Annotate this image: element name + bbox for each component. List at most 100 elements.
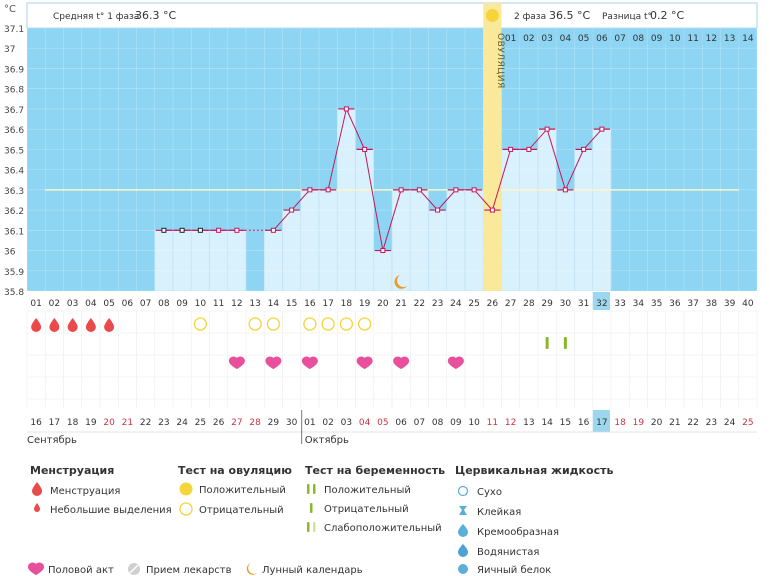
ovulation-test-negative <box>248 317 262 331</box>
phase1-label: Средняя t° 1 фаза <box>53 12 139 22</box>
cycle-day-label: 16 <box>304 299 316 309</box>
y-tick-label: 36.4 <box>4 167 24 177</box>
temp-bar <box>190 230 210 292</box>
ovulation-test-negative <box>321 317 335 331</box>
cycle-day-label: 06 <box>122 299 134 309</box>
temp-point <box>562 187 568 193</box>
dry-icon <box>457 485 469 497</box>
phase2-day-label: 12 <box>706 34 717 44</box>
legend-lunar: Лунный календарь <box>262 565 363 576</box>
cycle-day-label: 21 <box>395 299 406 309</box>
date-label: 01 <box>304 418 315 428</box>
date-label: 27 <box>231 418 242 428</box>
y-tick-label: 36.7 <box>4 106 24 116</box>
positive-test-icon <box>179 482 193 496</box>
date-label: 16 <box>30 418 42 428</box>
y-tick-label: 36.9 <box>4 65 24 75</box>
menstruation-drop <box>31 318 42 332</box>
menstruation-drop <box>49 318 60 332</box>
pregnancy-test-positive <box>563 337 567 349</box>
date-label: 19 <box>633 418 645 428</box>
header-bar <box>26 2 758 29</box>
month-label: Сентябрь <box>27 435 77 446</box>
temp-point <box>270 227 276 233</box>
small-drop-icon <box>34 503 40 512</box>
y-tick-label: 35.9 <box>4 268 24 278</box>
cycle-day-label: 39 <box>724 299 736 309</box>
cycle-day-label: 38 <box>706 299 718 309</box>
temp-bar <box>355 149 375 292</box>
diff-value: 0.2 °C <box>650 9 684 22</box>
y-tick-label: 36.6 <box>4 126 24 136</box>
temp-point <box>599 126 605 132</box>
pregtest-faint-icon <box>307 522 310 532</box>
cycle-day-label: 13 <box>249 299 260 309</box>
temp-point <box>197 227 203 233</box>
cycle-day-label: 12 <box>231 299 242 309</box>
date-label: 17 <box>596 418 607 428</box>
date-label: 16 <box>578 418 590 428</box>
temp-point <box>307 187 313 193</box>
legend-pregtest-negative: Отрицательный <box>324 504 409 515</box>
ovulation-test-negative <box>193 317 208 331</box>
temp-bar <box>464 189 484 292</box>
cycle-day-label: 17 <box>322 299 333 309</box>
plot-grid <box>26 27 758 292</box>
eggwhite-icon <box>458 564 468 574</box>
legend-cervical-dry: Сухо <box>477 487 502 498</box>
temp-point <box>398 187 404 193</box>
legend-cervical-eggwhite: Яичный белок <box>477 565 551 576</box>
legend-medication: Прием лекарств <box>146 565 232 576</box>
phase2-value: 36.5 °C <box>549 9 590 22</box>
temp-point <box>362 146 368 152</box>
y-tick-label: 36.1 <box>4 227 24 237</box>
temp-bar <box>391 189 411 292</box>
moon-marker <box>394 275 408 289</box>
cycle-day-label: 15 <box>286 299 297 309</box>
cycle-day-label: 07 <box>140 299 151 309</box>
current-day-highlight <box>592 292 610 310</box>
date-label: 30 <box>286 418 298 428</box>
date-label: 19 <box>85 418 97 428</box>
date-label: 23 <box>706 418 717 428</box>
date-label: 12 <box>505 418 516 428</box>
temp-point <box>508 146 514 152</box>
creamy-icon <box>458 524 468 537</box>
cycle-day-label: 26 <box>487 299 499 309</box>
date-label: 22 <box>140 418 151 428</box>
legend-cervical-title: Цервикальная жидкость <box>455 464 613 477</box>
cycle-day-label: 22 <box>414 299 425 309</box>
legend-cervical-sticky: Клейкая <box>477 507 521 518</box>
date-label: 14 <box>541 418 553 428</box>
watery-icon <box>458 544 468 557</box>
menstruation-drop <box>67 318 78 332</box>
date-label: 02 <box>322 418 333 428</box>
cycle-day-row <box>27 291 757 311</box>
cycle-day-label: 09 <box>176 299 188 309</box>
pregtest-faint-icon-bar <box>313 522 316 532</box>
cycle-day-label: 40 <box>742 299 754 309</box>
y-tick-label: 36.3 <box>4 187 24 197</box>
cycle-day-label: 01 <box>30 299 41 309</box>
legend: Менструация Менструация Небольшие выделе… <box>28 464 613 576</box>
ovulation-test-negative <box>266 317 281 331</box>
legend-ovulation-title: Тест на овуляцию <box>178 464 292 477</box>
legend-pregtest-faint: Слабоположительный <box>324 523 442 534</box>
date-label: 04 <box>359 418 371 428</box>
y-tick-label: 37.1 <box>4 25 24 35</box>
phase2-day-label: 04 <box>560 34 572 44</box>
intercourse-heart <box>393 356 410 369</box>
date-label: 05 <box>377 418 388 428</box>
y-tick-label: 35.8 <box>4 288 24 298</box>
sticky-icon <box>459 506 467 515</box>
cycle-day-label: 25 <box>468 299 479 309</box>
y-tick-label: 36 <box>4 248 16 258</box>
temp-point <box>416 187 422 193</box>
y-tick-label: 37 <box>4 45 15 55</box>
date-label: 07 <box>414 418 425 428</box>
date-label: 18 <box>614 418 626 428</box>
phase2-day-label: 06 <box>596 34 608 44</box>
date-label: 28 <box>249 418 261 428</box>
temp-bar <box>318 189 338 292</box>
temp-point <box>234 227 240 233</box>
